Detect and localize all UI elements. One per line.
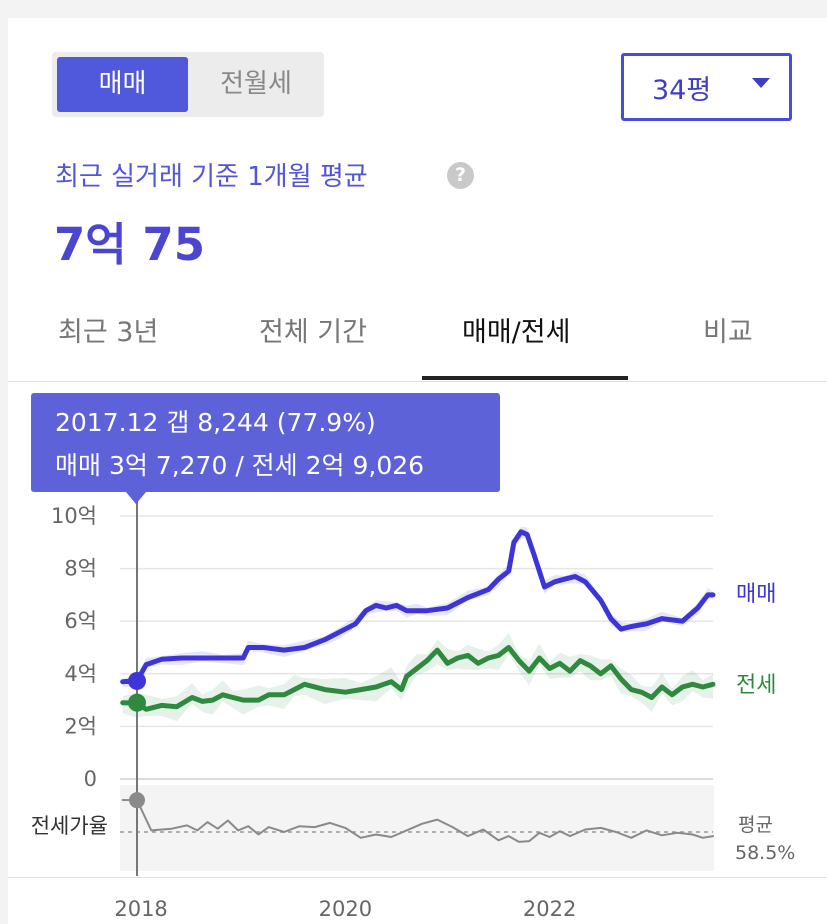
area-dropdown[interactable]: 34평 — [621, 53, 792, 121]
y-tick-label: 0 — [84, 767, 97, 791]
deal-type-rent-tab[interactable]: 전월세 — [220, 69, 292, 99]
y-tick-label: 6억 — [64, 609, 97, 633]
ratio-axis-label: 전세가율 — [31, 814, 108, 838]
y-tick-label: 2억 — [64, 714, 97, 738]
range-bands — [122, 526, 713, 722]
sale-line — [120, 529, 716, 685]
tab-sale-jeonse[interactable]: 매매/전세 — [462, 317, 571, 348]
tab-divider — [8, 381, 827, 382]
jeonse-range-band — [122, 633, 713, 722]
x-tick-label: 2018 — [114, 897, 167, 921]
ratio-average-value: 58.5% — [735, 842, 795, 864]
y-tick-label: 4억 — [64, 662, 97, 686]
x-tick-label: 2020 — [319, 897, 372, 921]
top-strip — [0, 0, 827, 18]
y-axis-ticks: 10억 8억 6억 4억 2억 0 — [51, 504, 97, 791]
ratio-panel-background — [120, 785, 714, 871]
tooltip-price-line: 매매 3억 7,270 / 전세 2억 9,026 — [55, 451, 425, 480]
chevron-down-icon — [752, 78, 770, 88]
y-tick-label: 8억 — [64, 557, 97, 581]
chart-tooltip: 2017.12 갭 8,244 (77.9%) 매매 3억 7,270 / 전세… — [31, 393, 500, 492]
tab-all-period[interactable]: 전체 기간 — [259, 317, 367, 348]
x-axis-ticks: 2018 2020 2022 — [114, 897, 576, 921]
x-axis-divider — [8, 877, 827, 878]
jeonse-series-label: 전세 — [736, 673, 776, 698]
tab-compare[interactable]: 비교 — [703, 317, 753, 348]
y-tick-label: 10억 — [51, 504, 97, 528]
jeonse-line — [120, 645, 716, 712]
area-dropdown-label: 34평 — [652, 75, 712, 106]
sale-selected-point — [128, 671, 146, 690]
deal-type-sale-tab[interactable]: 매매 — [57, 57, 188, 112]
average-price-value: 7억 75 — [54, 218, 205, 271]
tooltip-gap-line: 2017.12 갭 8,244 (77.9%) — [55, 408, 376, 437]
gridlines — [120, 515, 713, 780]
tab-recent-3-years[interactable]: 최근 3년 — [58, 317, 159, 348]
jeonse-selected-point — [128, 693, 146, 712]
deal-type-toggle: 매매 전월세 — [52, 52, 324, 117]
tooltip-pointer — [126, 492, 146, 504]
active-tab-indicator — [422, 376, 628, 380]
series-lines — [120, 529, 716, 843]
ratio-line — [121, 799, 714, 843]
ratio-average-label: 평균 — [738, 814, 773, 836]
average-price-label: 최근 실거래 기준 1개월 평균 — [55, 162, 368, 192]
panel-edge — [0, 18, 8, 924]
sale-series-label: 매매 — [736, 582, 776, 607]
ratio-selected-point — [129, 792, 145, 809]
selected-markers — [128, 671, 146, 809]
x-tick-label: 2022 — [523, 897, 576, 921]
question-icon[interactable]: ? — [447, 162, 474, 189]
